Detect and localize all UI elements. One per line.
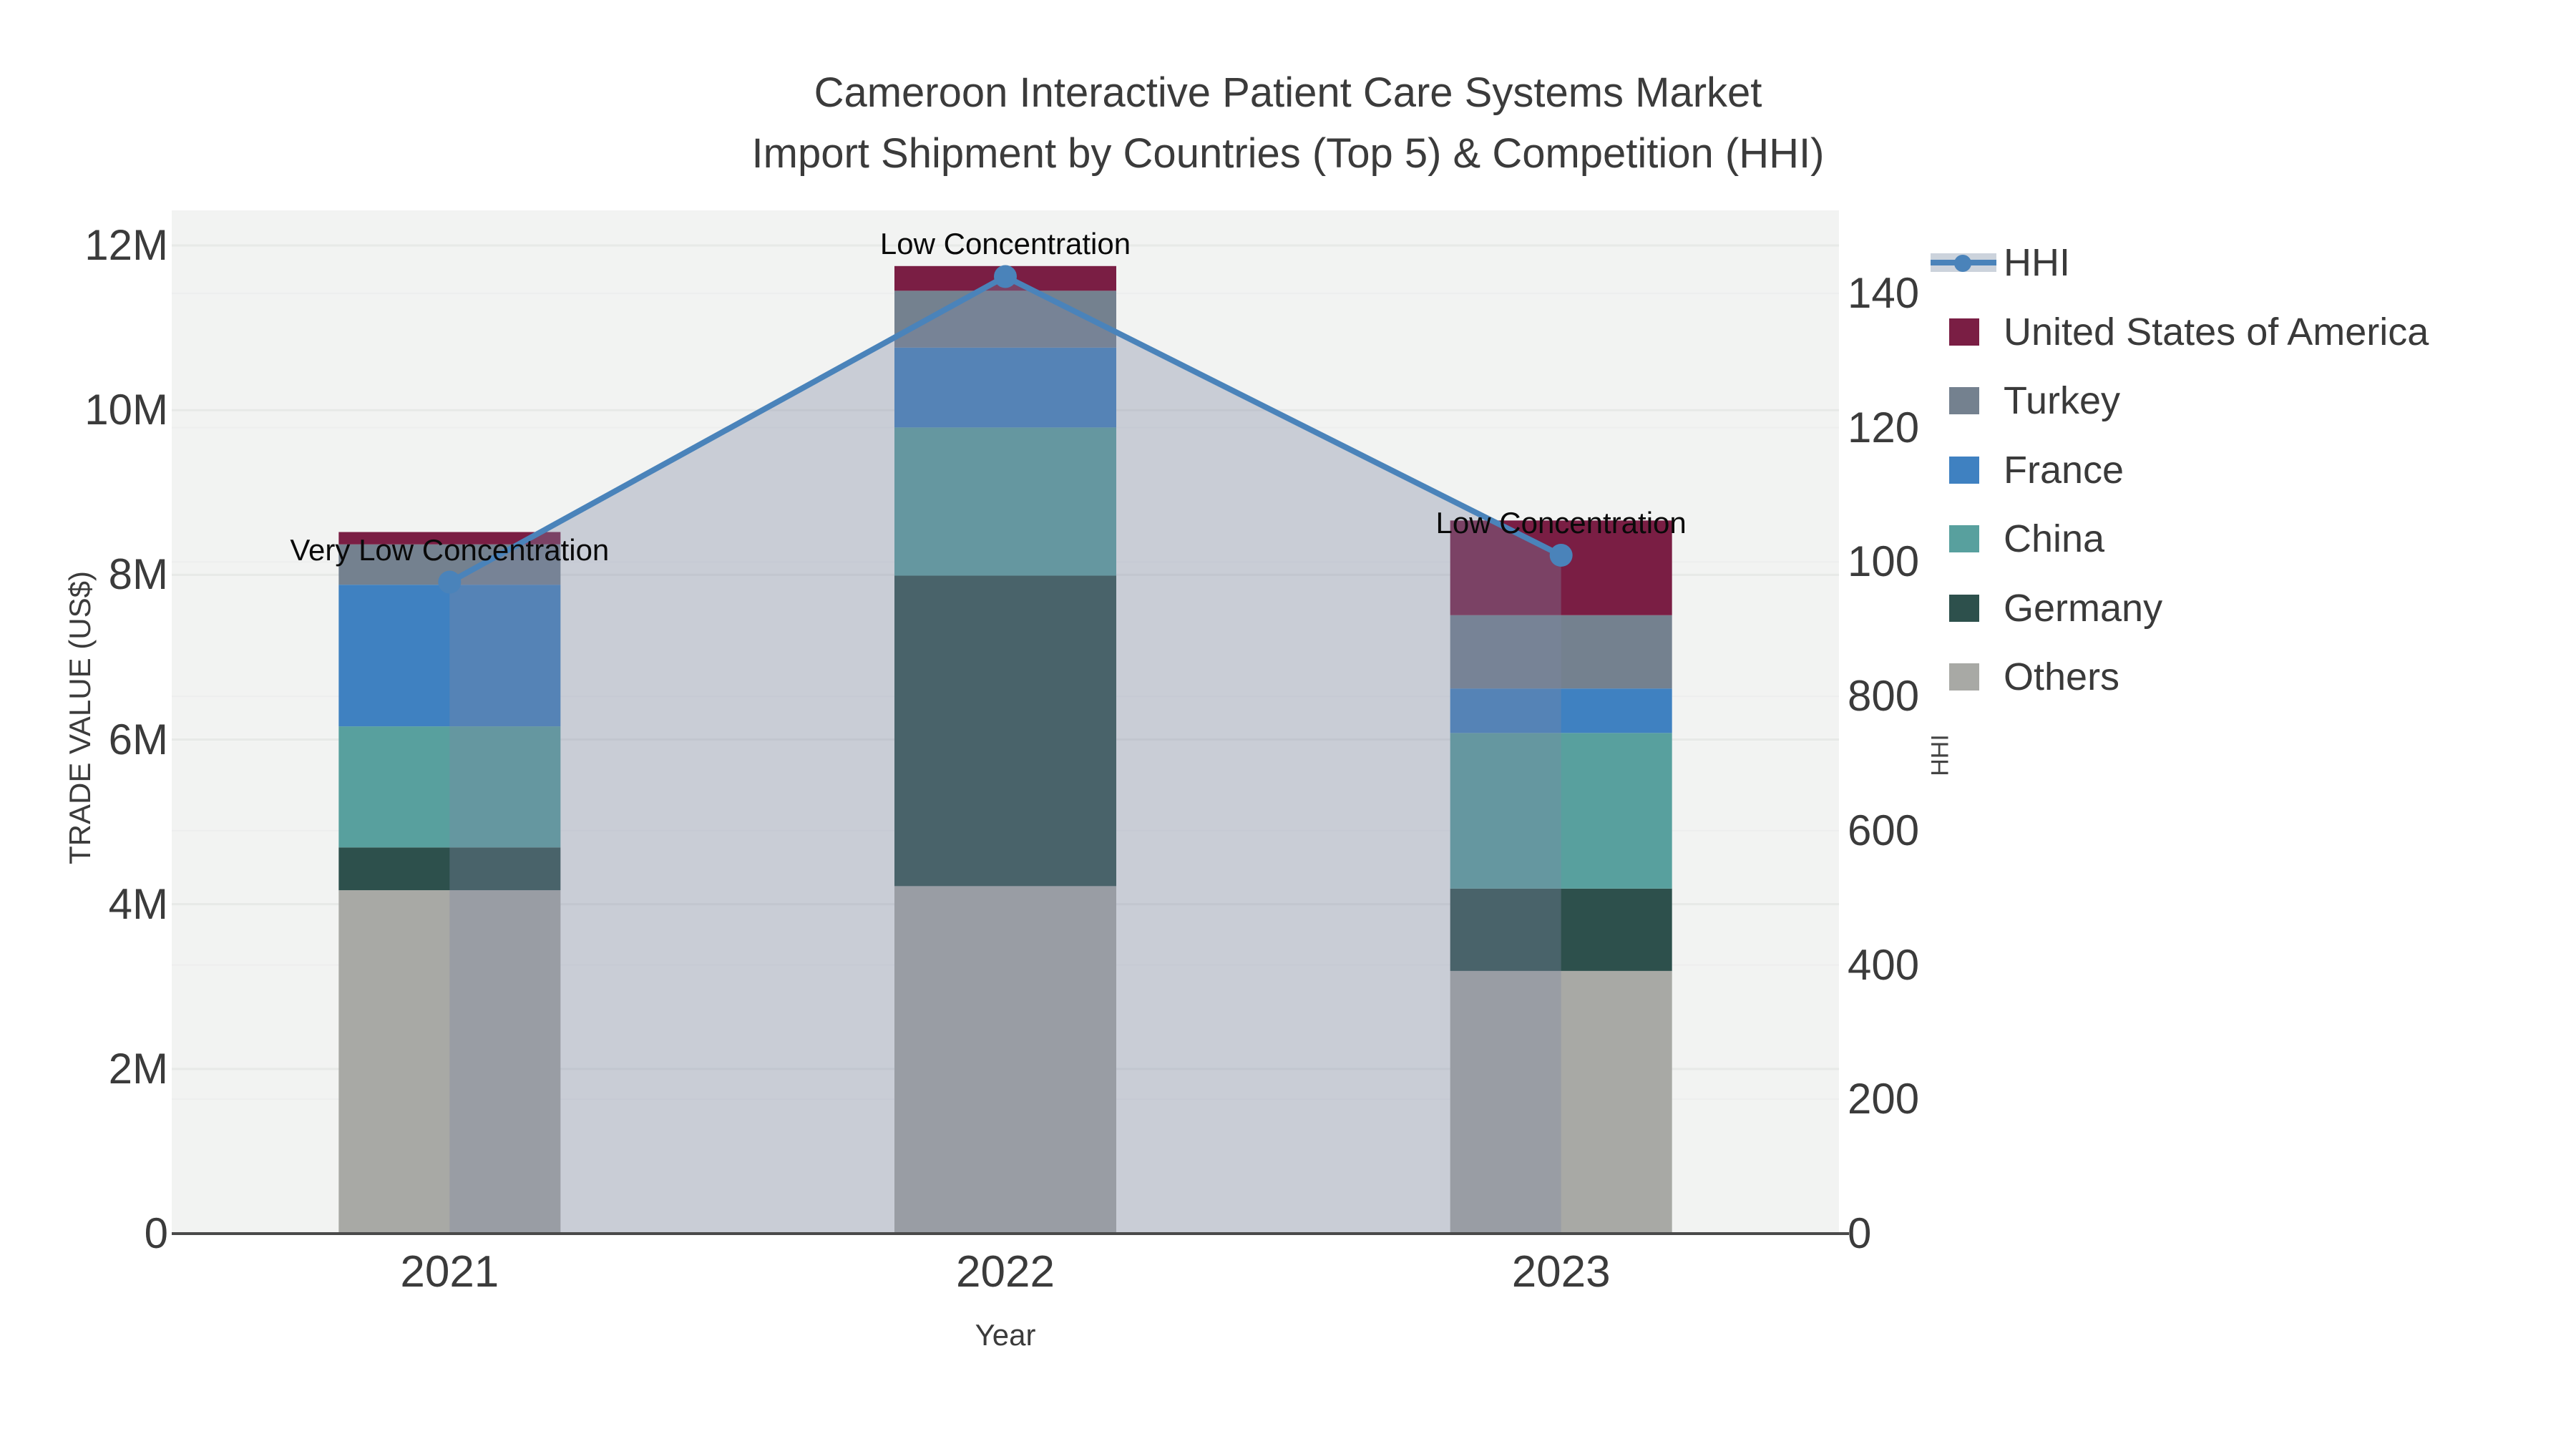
- y-tick-8M: 8M: [108, 550, 168, 599]
- y2-axis-title: HHI: [1926, 734, 1954, 776]
- legend-square-icon: [1928, 504, 2004, 573]
- legend-swatch: [1949, 318, 1979, 346]
- legend-item-germany[interactable]: Germany: [1928, 574, 2572, 643]
- y-tick-2M: 2M: [108, 1044, 168, 1093]
- bar-segment-china-2021[interactable]: [338, 726, 561, 848]
- legend-swatch: [1949, 456, 1979, 484]
- x-tick-2022: 2022: [956, 1247, 1055, 1297]
- y2-tick-800: 800: [1848, 672, 1920, 721]
- bar-segment-china-2022[interactable]: [894, 427, 1116, 576]
- legend-swatch: [1949, 525, 1979, 552]
- y2-tick-1200: 120: [1848, 403, 1920, 452]
- hhi-line-swatch-icon: [1928, 228, 2004, 297]
- legend-label: Germany: [2004, 586, 2163, 630]
- legend-label: Turkey: [2004, 379, 2121, 422]
- bar-segment-others-2022[interactable]: [894, 886, 1116, 1234]
- legend-square-icon: [1928, 366, 2004, 435]
- legend-item-turkey[interactable]: Turkey: [1928, 366, 2572, 435]
- bar-segment-germany-2021[interactable]: [338, 847, 561, 891]
- legend-item-china[interactable]: China: [1928, 504, 2572, 573]
- y2-tick-400: 400: [1848, 940, 1920, 989]
- x-tick-2021: 2021: [400, 1247, 499, 1297]
- y-tick-6M: 6M: [108, 715, 168, 763]
- legend-square-icon: [1928, 574, 2004, 643]
- y2-tick-600: 600: [1848, 806, 1920, 854]
- bar-segment-china-2023[interactable]: [1450, 733, 1672, 889]
- legend-square-icon: [1928, 298, 2004, 366]
- legend-swatch: [1949, 663, 1979, 691]
- y-tick-0: 0: [144, 1209, 168, 1257]
- y2-tick-1000: 100: [1848, 537, 1920, 586]
- legend-item-france[interactable]: France: [1928, 436, 2572, 504]
- y-tick-4M: 4M: [108, 879, 168, 928]
- chart-title-line-2: Import Shipment by Countries (Top 5) & C…: [751, 130, 1825, 177]
- legend-label: HHI: [2004, 241, 2070, 284]
- legend-item-others[interactable]: Others: [1928, 643, 2572, 711]
- bar-segment-france-2023[interactable]: [1450, 688, 1672, 733]
- y2-tick-1400: 140: [1848, 268, 1920, 317]
- hhi-marker-swatch: [1954, 255, 1971, 272]
- chart-title-line-1: Cameroon Interactive Patient Care System…: [814, 69, 1762, 116]
- hhi-marker-2023[interactable]: [1549, 544, 1573, 567]
- legend-label: France: [2004, 448, 2124, 492]
- legend-swatch: [1949, 387, 1979, 414]
- y-tick-10M: 10M: [84, 386, 168, 434]
- legend-item-hhi[interactable]: HHI: [1928, 228, 2572, 297]
- x-axis-title: Year: [975, 1318, 1036, 1352]
- legend-square-icon: [1928, 643, 2004, 711]
- legend-label: Others: [2004, 655, 2120, 698]
- y2-tick-200: 200: [1848, 1075, 1920, 1123]
- annotation-2023: Low Concentration: [1435, 506, 1687, 540]
- legend-label: China: [2004, 517, 2105, 560]
- bar-segment-others-2023[interactable]: [1450, 970, 1672, 1234]
- bar-segment-united-states-of-america-2023[interactable]: [1450, 520, 1672, 615]
- bar-segment-germany-2023[interactable]: [1450, 888, 1672, 971]
- y-tick-12M: 12M: [84, 221, 168, 270]
- bar-segment-france-2021[interactable]: [338, 585, 561, 727]
- hhi-marker-2021[interactable]: [438, 570, 462, 594]
- bar-segment-turkey-2023[interactable]: [1450, 615, 1672, 689]
- bar-segment-united-states-of-america-2021[interactable]: [338, 532, 561, 545]
- bar-segment-germany-2022[interactable]: [894, 575, 1116, 887]
- annotation-2021: Very Low Concentration: [290, 532, 610, 567]
- hhi-area-fill: [449, 276, 1561, 1234]
- x-tick-2023: 2023: [1511, 1247, 1611, 1297]
- legend-square-icon: [1928, 436, 2004, 504]
- legend-label: United States of America: [2004, 310, 2429, 353]
- bar-segment-france-2022[interactable]: [894, 347, 1116, 428]
- legend-swatch: [1949, 594, 1979, 622]
- y2-tick-0: 0: [1848, 1209, 1872, 1257]
- hhi-marker-2022[interactable]: [994, 265, 1017, 288]
- annotation-2022: Low Concentration: [879, 227, 1131, 261]
- legend-item-united-states-of-america[interactable]: United States of America: [1928, 298, 2572, 366]
- bar-segment-others-2021[interactable]: [338, 890, 561, 1234]
